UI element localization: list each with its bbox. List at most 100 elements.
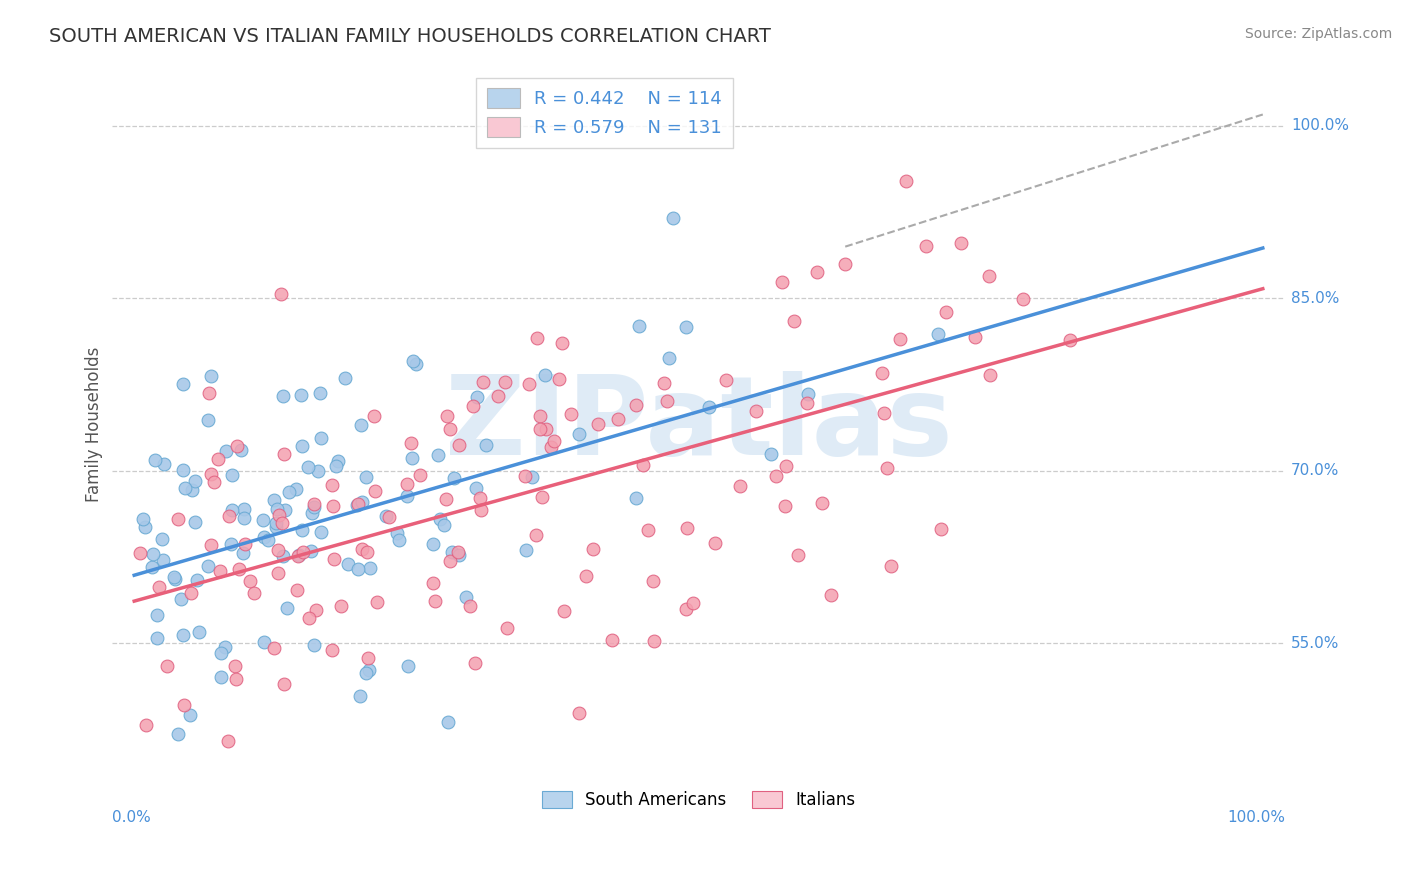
Point — [252, 512, 274, 526]
Point — [266, 516, 288, 530]
Point — [540, 441, 562, 455]
Point — [600, 633, 623, 648]
Point — [184, 475, 207, 489]
Point — [291, 523, 314, 537]
Point — [278, 484, 301, 499]
Point — [627, 319, 650, 334]
Point — [180, 586, 202, 600]
Point — [135, 717, 157, 731]
Point — [529, 422, 551, 436]
Point — [375, 508, 398, 523]
Point — [298, 611, 321, 625]
Point — [356, 470, 378, 484]
Point — [515, 542, 537, 557]
Point — [359, 663, 381, 677]
Point — [797, 386, 820, 401]
Point — [322, 499, 344, 513]
Point — [302, 500, 325, 514]
Point — [547, 372, 569, 386]
Point — [675, 521, 697, 535]
Point — [172, 463, 194, 477]
Point — [249, 847, 271, 862]
Point — [219, 537, 242, 551]
Point — [152, 553, 174, 567]
Point — [575, 569, 598, 583]
Point — [346, 498, 368, 512]
Point — [434, 491, 457, 506]
Point — [208, 564, 231, 578]
Point — [305, 603, 328, 617]
Point — [202, 475, 225, 489]
Point — [169, 592, 191, 607]
Point — [534, 368, 557, 382]
Point — [200, 467, 222, 481]
Point — [643, 633, 665, 648]
Point — [188, 625, 211, 640]
Point — [889, 332, 911, 346]
Point — [243, 586, 266, 600]
Point — [402, 353, 425, 368]
Point — [287, 549, 309, 563]
Point — [266, 519, 288, 533]
Point — [872, 366, 894, 380]
Text: 100.0%: 100.0% — [1291, 119, 1350, 134]
Point — [321, 643, 343, 657]
Point — [233, 537, 256, 551]
Point — [232, 502, 254, 516]
Point — [285, 582, 308, 597]
Point — [806, 265, 828, 279]
Point — [657, 393, 679, 408]
Point — [624, 398, 647, 412]
Point — [325, 458, 347, 473]
Point — [447, 438, 470, 452]
Point — [291, 545, 314, 559]
Point — [568, 706, 591, 721]
Point — [787, 548, 810, 562]
Point — [128, 546, 150, 560]
Point — [307, 464, 329, 478]
Point — [214, 640, 236, 654]
Point — [225, 672, 247, 686]
Point — [346, 497, 368, 511]
Point — [468, 491, 491, 506]
Point — [148, 580, 170, 594]
Point — [534, 422, 557, 436]
Point — [172, 376, 194, 391]
Text: 100.0%: 100.0% — [1227, 810, 1285, 824]
Point — [218, 508, 240, 523]
Point — [486, 389, 509, 403]
Point — [543, 434, 565, 448]
Point — [471, 375, 494, 389]
Point — [588, 417, 610, 431]
Point — [239, 574, 262, 588]
Point — [217, 734, 239, 748]
Point — [496, 622, 519, 636]
Point — [810, 496, 832, 510]
Point — [330, 599, 353, 613]
Point — [433, 517, 456, 532]
Point — [949, 236, 972, 251]
Point — [337, 557, 360, 571]
Point — [356, 545, 378, 559]
Point — [146, 632, 169, 646]
Point — [271, 549, 294, 564]
Point — [465, 481, 488, 495]
Point — [494, 375, 516, 389]
Point — [253, 634, 276, 648]
Point — [387, 533, 409, 547]
Point — [364, 484, 387, 499]
Point — [226, 439, 249, 453]
Point — [876, 461, 898, 475]
Point — [385, 525, 408, 540]
Point — [553, 604, 575, 618]
Point — [302, 638, 325, 652]
Point — [284, 827, 307, 841]
Point — [522, 470, 544, 484]
Point — [436, 409, 458, 423]
Point — [716, 373, 738, 387]
Point — [834, 257, 856, 271]
Point — [349, 689, 371, 703]
Point — [180, 483, 202, 497]
Point — [266, 501, 288, 516]
Text: 55.0%: 55.0% — [1291, 636, 1340, 650]
